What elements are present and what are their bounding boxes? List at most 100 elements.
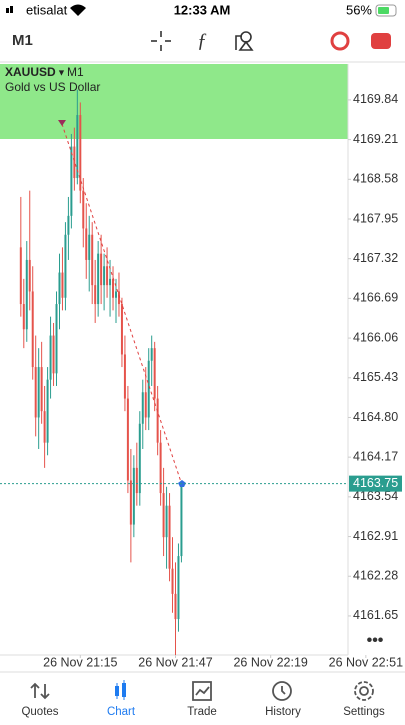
candle-body — [117, 291, 120, 305]
candle-body — [115, 291, 117, 298]
candle-body — [103, 266, 106, 286]
candle-body — [49, 335, 52, 380]
tab-label[interactable]: History — [265, 706, 301, 718]
wifi-icon — [70, 4, 86, 16]
candle-body — [52, 335, 55, 374]
candle-body — [123, 354, 126, 399]
candle-body — [138, 423, 141, 494]
symbol-description: Gold vs US Dollar — [5, 80, 100, 94]
y-tick-label: 4169.21 — [353, 132, 398, 146]
candle-body — [106, 266, 109, 286]
candle-body — [177, 556, 180, 620]
candle-body — [94, 285, 97, 305]
tab-label[interactable]: Quotes — [21, 706, 58, 718]
tab-label[interactable]: Chart — [107, 706, 136, 718]
y-tick-label: 4169.84 — [353, 92, 398, 106]
candle-body — [76, 115, 79, 179]
chart-timeframe: M1 — [67, 65, 84, 79]
carrier: etisalat — [26, 2, 68, 17]
candle-body — [82, 190, 85, 229]
x-tick-label: 26 Nov 22:19 — [233, 655, 307, 669]
y-tick-label: 4165.43 — [353, 370, 398, 384]
more-button[interactable]: ••• — [367, 632, 384, 649]
candle-body — [153, 348, 156, 399]
candle-body — [40, 367, 43, 412]
candle-body — [79, 115, 82, 191]
chart-tab-icon — [115, 680, 126, 700]
candle-body — [165, 505, 168, 538]
candle-body — [46, 379, 49, 443]
trade-icon[interactable] — [371, 33, 391, 49]
candle-body — [25, 259, 28, 330]
candle-body — [19, 247, 22, 305]
candle-body — [61, 272, 64, 298]
candle-body — [168, 505, 171, 569]
y-tick-label: 4164.80 — [353, 410, 398, 424]
plot-area — [19, 89, 183, 657]
candle-body — [112, 278, 115, 298]
last-price-box — [349, 475, 402, 492]
signal-icon — [10, 6, 13, 13]
crosshair-button[interactable] — [151, 31, 171, 51]
candle-body — [135, 467, 138, 494]
tab-icons — [30, 681, 374, 701]
clock: 12:33 AM — [174, 2, 231, 17]
candle-body — [88, 234, 91, 260]
y-tick-label: 4168.58 — [353, 172, 398, 186]
y-tick-label: 4162.28 — [353, 569, 398, 583]
candle-body — [126, 398, 129, 481]
y-tick-label: 4161.65 — [353, 608, 398, 622]
candle-body — [141, 392, 144, 424]
candle-body — [174, 593, 177, 620]
last-price-label: 4163.75 — [353, 476, 398, 490]
y-tick-label: 4162.91 — [353, 529, 398, 543]
y-tick-label: 4167.32 — [353, 251, 398, 265]
symbol: XAUUSD — [5, 65, 56, 79]
candle-body — [67, 215, 70, 235]
battery-fill — [378, 7, 389, 14]
dropdown-arrow[interactable]: ▼ — [57, 67, 66, 77]
candle-body — [28, 259, 31, 292]
candle-body — [100, 253, 103, 286]
candle-body — [132, 467, 135, 525]
candle-body — [147, 360, 150, 418]
y-tick-label: 4167.95 — [353, 211, 398, 225]
candle-body — [97, 253, 100, 305]
candle-body — [22, 304, 25, 330]
candle-body — [159, 442, 162, 494]
y-tick-label: 4164.17 — [353, 449, 398, 463]
y-tick-label: 4166.06 — [353, 330, 398, 344]
candle-body — [180, 483, 183, 557]
timeframe-button[interactable]: M1 — [12, 32, 33, 49]
candle-body — [129, 480, 132, 525]
candle-body — [73, 146, 76, 179]
candle-body — [162, 493, 165, 538]
y-tick-label: 4166.69 — [353, 291, 398, 305]
candle-body — [58, 272, 61, 305]
tab-label[interactable]: Settings — [343, 706, 385, 718]
candle-body — [34, 367, 37, 418]
account-icon[interactable] — [330, 31, 350, 51]
candle-body — [64, 234, 67, 298]
candle-body — [37, 367, 40, 418]
battery-level: 56% — [346, 2, 372, 17]
x-tick-label: 26 Nov 21:15 — [43, 655, 117, 669]
x-tick-label: 26 Nov 22:51 — [329, 655, 403, 669]
indicators-button[interactable]: ƒ — [197, 30, 207, 52]
candle-body — [144, 392, 147, 418]
candle-body — [150, 348, 153, 361]
tab-label[interactable]: Trade — [187, 706, 217, 718]
candle-body — [85, 228, 88, 260]
candle-body — [55, 304, 58, 374]
candle-body — [171, 568, 174, 594]
objects-button[interactable] — [235, 31, 254, 51]
x-tick-label: 26 Nov 21:47 — [138, 655, 212, 669]
candle-body — [43, 411, 46, 443]
candle-body — [70, 146, 73, 216]
candle-body — [156, 398, 159, 443]
highlight-rectangle — [0, 64, 348, 139]
signal-icon — [6, 8, 9, 13]
y-tick-label: 4163.54 — [353, 489, 398, 503]
arrow-marker — [58, 120, 66, 126]
